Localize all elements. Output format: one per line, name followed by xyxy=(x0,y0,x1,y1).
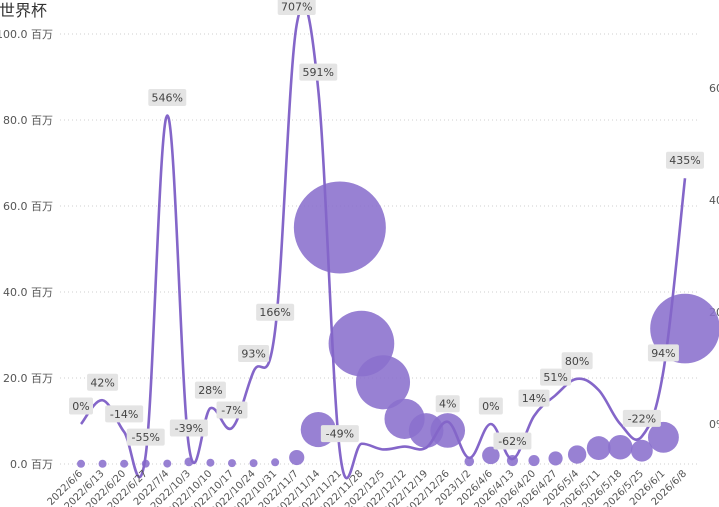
svg-text:707%: 707% xyxy=(281,1,312,14)
data-label: 546% xyxy=(148,89,187,107)
svg-text:94%: 94% xyxy=(651,347,675,360)
data-label: 28% xyxy=(194,381,226,399)
svg-text:-55%: -55% xyxy=(132,431,160,444)
right-y-tick-label: 40 xyxy=(709,194,719,207)
right-y-tick-label: 60 xyxy=(709,82,719,95)
data-label: 435% xyxy=(666,151,704,169)
svg-text:4%: 4% xyxy=(439,398,456,411)
chart-title: 世界杯 xyxy=(0,1,47,20)
bubble-mark xyxy=(567,445,587,464)
data-label: -49% xyxy=(320,425,359,443)
bubble-series xyxy=(77,181,719,468)
svg-text:14%: 14% xyxy=(522,392,546,405)
svg-text:591%: 591% xyxy=(303,66,334,79)
svg-text:546%: 546% xyxy=(152,92,183,105)
y-tick-label: 100.0 百万 xyxy=(0,28,53,41)
data-label: 166% xyxy=(256,303,295,321)
bubble-mark xyxy=(647,421,679,453)
data-label: -22% xyxy=(622,409,661,427)
data-label: 94% xyxy=(647,344,679,362)
bubble-mark xyxy=(355,355,411,410)
bubble-mark xyxy=(482,446,500,465)
bubble-mark xyxy=(630,439,653,462)
data-label: 42% xyxy=(87,373,119,391)
bubble-mark xyxy=(249,459,258,468)
growth-line xyxy=(79,3,687,480)
y-tick-label: 20.0 百万 xyxy=(3,372,53,385)
bubble-mark xyxy=(206,458,215,467)
y-tick-label: 80.0 百万 xyxy=(3,114,53,127)
bubble-mark xyxy=(271,458,280,467)
data-label: -62% xyxy=(493,432,532,450)
data-label: 51% xyxy=(540,368,572,386)
data-label: 80% xyxy=(561,352,593,370)
right-y-tick-label: 0% xyxy=(709,418,719,431)
y-axis-right: 0%204060 xyxy=(709,82,719,431)
svg-text:0%: 0% xyxy=(482,400,499,413)
y-axis-left: 0.0 百万 20.0 百万 40.0 百万 60.0 百万 80.0 百万 100.0 … xyxy=(0,28,53,471)
bubble-mark xyxy=(228,459,236,468)
data-label: 591% xyxy=(299,63,338,81)
data-label: -14% xyxy=(105,405,144,423)
bubble-mark xyxy=(586,436,611,461)
data-label: -7% xyxy=(216,401,248,419)
bubble-mark xyxy=(120,459,129,468)
svg-text:-62%: -62% xyxy=(498,435,526,448)
data-label: 0% xyxy=(69,397,93,415)
svg-text:80%: 80% xyxy=(565,355,589,368)
data-label: 14% xyxy=(518,389,550,407)
data-labels: 0%42%-14%-55%546%-39%28%-7%93%166%707%59… xyxy=(69,0,704,450)
line-series xyxy=(79,3,687,480)
bubble-mark xyxy=(430,413,466,448)
y-tick-label: 60.0 百万 xyxy=(3,200,53,213)
bubble-mark xyxy=(98,459,107,468)
svg-text:42%: 42% xyxy=(90,376,114,389)
y-tick-label: 40.0 百万 xyxy=(3,286,53,299)
bubble-mark xyxy=(77,459,85,468)
svg-text:435%: 435% xyxy=(669,154,700,167)
data-label: -55% xyxy=(126,428,165,446)
svg-text:166%: 166% xyxy=(259,306,290,319)
data-label: -39% xyxy=(169,419,208,437)
bubble-mark xyxy=(293,181,386,274)
svg-text:-22%: -22% xyxy=(628,412,656,425)
svg-text:28%: 28% xyxy=(198,384,222,397)
y-tick-label: 0.0 百万 xyxy=(10,458,53,471)
svg-text:0%: 0% xyxy=(72,400,89,413)
data-label: 4% xyxy=(435,395,460,413)
svg-text:-7%: -7% xyxy=(221,404,242,417)
data-label: 93% xyxy=(238,344,270,362)
bubble-mark xyxy=(464,456,475,467)
svg-text:-39%: -39% xyxy=(175,422,203,435)
svg-text:-49%: -49% xyxy=(326,428,354,441)
bubble-mark xyxy=(528,455,540,467)
bubble-mark xyxy=(608,434,633,460)
data-label: 707% xyxy=(277,0,316,16)
data-label: 0% xyxy=(478,397,503,415)
bubble-mark xyxy=(289,449,305,466)
bubble-mark xyxy=(548,451,563,466)
svg-text:51%: 51% xyxy=(543,371,567,384)
bubble-mark xyxy=(163,459,172,468)
x-axis: 2022/6/62022/6/132022/6/202022/6/272022/… xyxy=(46,468,690,507)
svg-text:93%: 93% xyxy=(241,347,265,360)
svg-text:-14%: -14% xyxy=(110,408,138,421)
